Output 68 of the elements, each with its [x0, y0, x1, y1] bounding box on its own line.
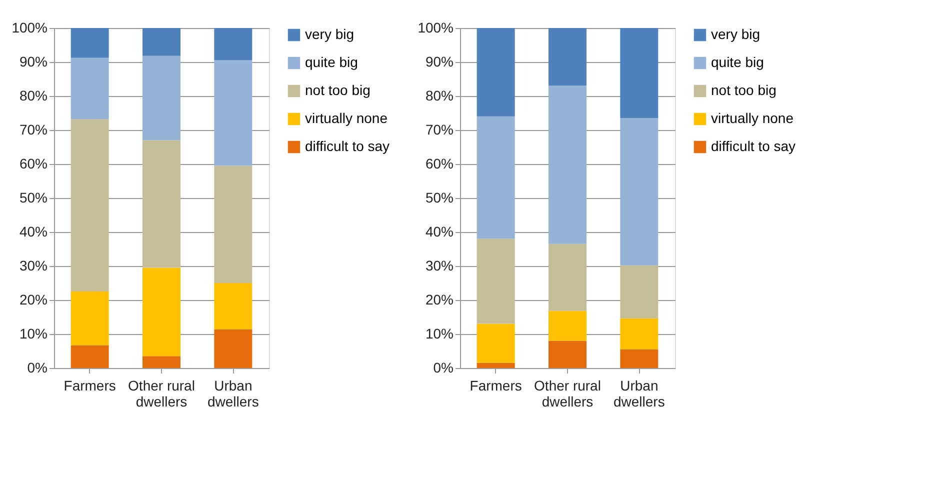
bar [70, 345, 109, 368]
bar [214, 283, 252, 330]
bar [548, 86, 586, 244]
bar [70, 292, 109, 346]
bar [476, 324, 515, 363]
x-tick-label: Other rural dwellers [128, 378, 195, 410]
x-tick-label: Other rural dwellers [534, 378, 601, 410]
bar [214, 28, 252, 60]
bar [476, 28, 515, 116]
legend-label: virtually none [711, 110, 794, 126]
bar [142, 28, 180, 56]
y-tick-label: 20% [19, 292, 48, 308]
y-tick-label: 90% [19, 54, 48, 70]
y-tick-label: 0% [27, 360, 48, 376]
y-tick-label: 60% [19, 156, 48, 172]
y-tick-label: 40% [425, 224, 454, 240]
bar [620, 318, 658, 350]
x-tick-label: Urban dwellers [613, 378, 665, 410]
bar [142, 140, 180, 268]
x-tick-label: Farmers [64, 378, 116, 394]
legend-label: not too big [711, 82, 776, 98]
x-tick-label: Urban dwellers [207, 378, 259, 410]
y-tick-label: 100% [418, 20, 454, 36]
bar [476, 362, 515, 368]
y-tick-label: 70% [19, 122, 48, 138]
bar [548, 28, 586, 86]
y-tick-label: 40% [19, 224, 48, 240]
legend-label: difficult to say [305, 138, 390, 154]
x-tick-label: Farmers [470, 378, 522, 394]
y-tick-label: 50% [19, 190, 48, 206]
bar [70, 28, 109, 58]
bar [476, 116, 515, 239]
y-tick-label: 70% [425, 122, 454, 138]
bar [620, 265, 658, 318]
bar [620, 28, 658, 118]
legend-label: very big [711, 26, 760, 42]
bar [620, 118, 658, 266]
bar [548, 244, 586, 311]
bar [70, 58, 109, 120]
bar [548, 310, 586, 341]
y-tick-label: 20% [425, 292, 454, 308]
y-tick-label: 10% [425, 326, 454, 342]
legend-label: quite big [305, 54, 358, 70]
legend-label: not too big [305, 82, 370, 98]
legend-label: very big [305, 26, 354, 42]
bar [476, 238, 515, 324]
y-tick-label: 0% [433, 360, 454, 376]
y-tick-label: 80% [19, 88, 48, 104]
bar [70, 119, 109, 292]
bar [214, 60, 252, 166]
y-tick-label: 80% [425, 88, 454, 104]
bar [214, 329, 252, 368]
y-tick-label: 10% [19, 326, 48, 342]
bar [548, 340, 586, 368]
y-tick-label: 90% [425, 54, 454, 70]
bar [214, 166, 252, 283]
y-tick-label: 100% [12, 20, 48, 36]
bar [142, 56, 180, 140]
legend-label: virtually none [305, 110, 388, 126]
bar [620, 349, 658, 368]
bar [142, 268, 180, 356]
legend-label: quite big [711, 54, 764, 70]
bar [142, 356, 180, 368]
y-tick-label: 30% [425, 258, 454, 274]
y-tick-label: 60% [425, 156, 454, 172]
y-tick-label: 50% [425, 190, 454, 206]
legend-label: difficult to say [711, 138, 796, 154]
y-tick-label: 30% [19, 258, 48, 274]
